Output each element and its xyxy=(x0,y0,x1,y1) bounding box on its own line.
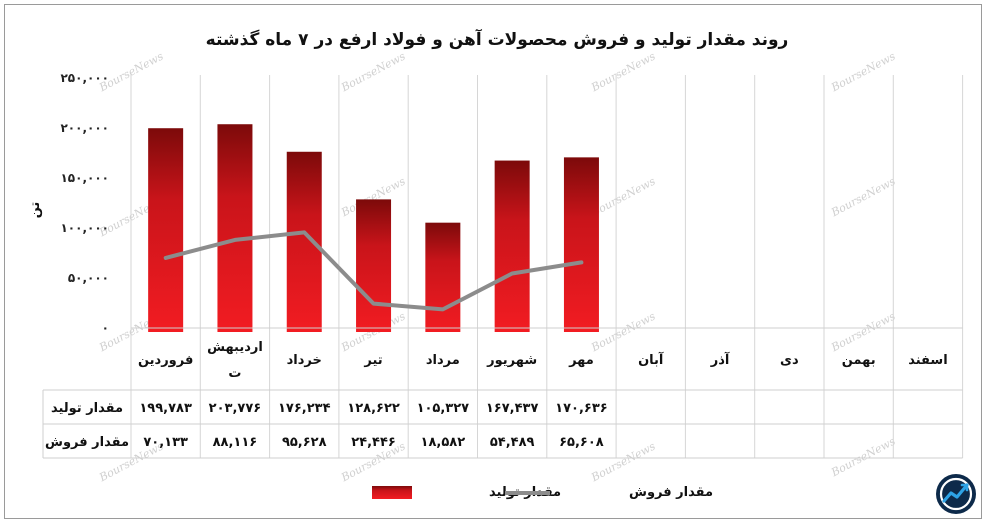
bar-production xyxy=(494,160,530,332)
data-label: ۶۵,۶۰۸ xyxy=(559,435,604,450)
watermark: BourseNews xyxy=(828,174,897,219)
chart: BourseNews BourseNews BourseNews BourseNews… xyxy=(28,28,976,514)
y-tick-label: ۵۰,۰۰۰ xyxy=(68,271,109,285)
data-label: ۱۶۷,۴۳۷ xyxy=(486,401,539,416)
bar-production xyxy=(356,199,392,332)
bar-production xyxy=(217,124,253,332)
data-label: ۵۴,۴۸۹ xyxy=(490,435,535,450)
data-label: ۱۲۸,۶۲۲ xyxy=(347,401,400,416)
data-label: ۸۸,۱۱۶ xyxy=(213,435,258,450)
category-label: اسفند xyxy=(908,353,947,368)
watermark: BourseNews xyxy=(588,49,657,94)
category-label: اردیبهش xyxy=(207,340,263,355)
category-label: تیر xyxy=(363,353,382,368)
category-label: فروردین xyxy=(138,353,193,368)
watermark: BourseNews xyxy=(338,49,407,94)
bar-production xyxy=(286,151,322,332)
y-tick-label: ۱۵۰,۰۰۰ xyxy=(60,171,109,185)
data-label: ۷۰,۱۳۳ xyxy=(143,435,188,450)
category-label: بهمن xyxy=(842,353,876,368)
category-label: مهر xyxy=(568,353,594,368)
y-tick-label: ۱۰۰,۰۰۰ xyxy=(60,221,109,235)
data-label: ۱۷۶,۲۳۴ xyxy=(278,401,331,416)
chart-title: روند مقدار تولید و فروش محصولات آهن و فو… xyxy=(206,28,789,50)
category-label: مرداد xyxy=(426,353,460,368)
data-label: ۱۹۹,۷۸۳ xyxy=(139,401,192,416)
y-tick-label: ۰ xyxy=(102,321,109,335)
y-tick-label: ۲۵۰,۰۰۰ xyxy=(60,71,109,85)
category-label: آبان xyxy=(638,351,664,368)
y-tick-label: ۲۰۰,۰۰۰ xyxy=(60,121,109,135)
bar-production xyxy=(148,128,184,332)
boursenews-logo-icon xyxy=(936,474,976,514)
table-row-label: مقدار تولید xyxy=(51,401,123,416)
bar-production xyxy=(425,222,461,332)
category-label: خرداد xyxy=(287,353,322,368)
watermark: BourseNews xyxy=(828,49,897,94)
category-label: آذر xyxy=(710,351,730,368)
chart-frame: BourseNews BourseNews BourseNews BourseNews… xyxy=(4,4,982,519)
category-label: دی xyxy=(780,353,799,368)
watermark: BourseNews xyxy=(828,434,897,479)
category-label: شهریور xyxy=(486,353,537,368)
legend-swatch-production xyxy=(372,486,412,499)
data-label: ۱۷۰,۶۳۶ xyxy=(555,401,608,416)
bar-production xyxy=(563,157,599,332)
data-label: ۲۴,۴۴۶ xyxy=(351,435,396,450)
data-label: ۹۵,۶۲۸ xyxy=(282,435,327,450)
data-label: ۱۸,۵۸۲ xyxy=(421,435,466,450)
legend-label-sales: مقدار فروش xyxy=(629,485,713,500)
y-axis-label: تن xyxy=(28,202,43,219)
data-label: ۲۰۳,۷۷۶ xyxy=(209,401,262,416)
table-row-label: مقدار فروش xyxy=(45,435,129,450)
category-label: ت xyxy=(228,366,241,381)
watermark: BourseNews xyxy=(828,309,897,354)
data-label: ۱۰۵,۳۲۷ xyxy=(417,401,470,416)
